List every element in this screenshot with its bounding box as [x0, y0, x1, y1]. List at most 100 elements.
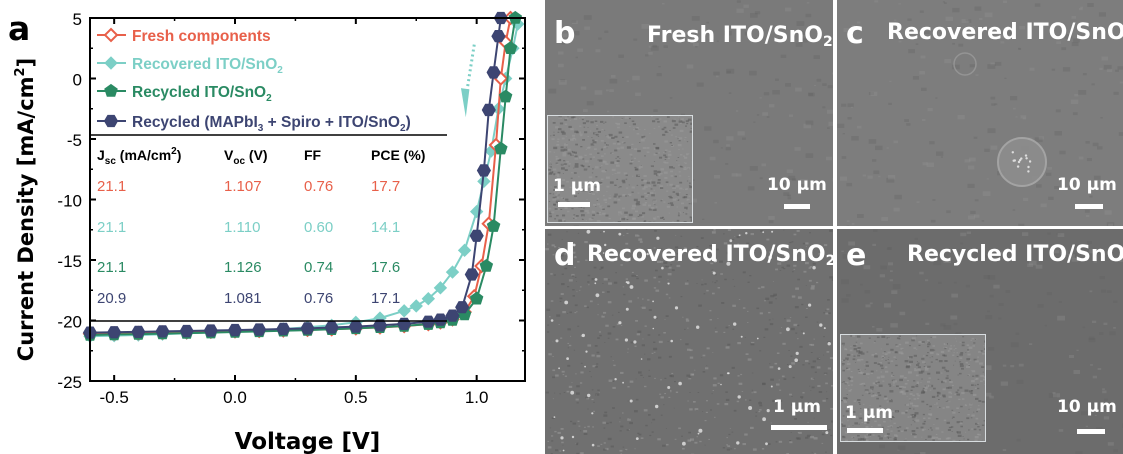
texture-grain — [552, 198, 557, 201]
texture-grain — [574, 304, 578, 307]
texture-grain — [750, 233, 754, 236]
texture-grain — [788, 114, 794, 117]
texture-grain — [669, 130, 671, 132]
texture-grain — [573, 225, 579, 226]
texture-grain — [579, 133, 583, 136]
texture-grain — [600, 178, 604, 181]
texture-grain — [864, 435, 867, 437]
texture-grain — [825, 309, 827, 311]
texture-grain — [960, 232, 967, 237]
texture-grain — [606, 291, 610, 293]
texture-grain — [983, 365, 992, 370]
texture-grain — [612, 174, 614, 175]
texture-grain — [648, 221, 652, 222]
texture-grain — [620, 453, 622, 454]
texture-grain — [843, 397, 847, 400]
texture-grain — [781, 327, 783, 328]
texture-grain — [1073, 38, 1080, 43]
texture-grain — [899, 386, 903, 388]
texture-grain — [759, 401, 761, 403]
data-point — [372, 319, 388, 332]
texture-grain — [974, 214, 980, 218]
texture-grain — [826, 109, 833, 114]
texture-grain — [591, 210, 596, 213]
texture-grain — [794, 306, 799, 309]
texture-grain — [685, 188, 687, 190]
texture-grain — [601, 148, 603, 150]
texture-grain — [968, 429, 970, 431]
texture-grain — [670, 134, 673, 136]
texture-grain — [567, 152, 571, 155]
texture-grain — [584, 160, 589, 163]
texture-grain — [669, 202, 674, 205]
texture-grain — [1046, 292, 1052, 296]
texture-grain — [683, 168, 687, 170]
texture-grain — [926, 162, 934, 167]
texture-particle — [652, 300, 654, 303]
texture-particle — [624, 338, 628, 342]
texture-grain — [913, 354, 917, 357]
texture-grain — [668, 196, 670, 198]
texture-grain — [795, 332, 798, 334]
texture-grain — [879, 274, 886, 278]
texture-grain — [625, 136, 629, 138]
texture-grain — [637, 330, 642, 333]
texture-grain — [797, 360, 800, 362]
texture-particle — [667, 282, 670, 285]
texture-grain — [935, 418, 939, 420]
texture-grain — [857, 434, 860, 437]
texture-grain — [986, 178, 989, 180]
texture-grain — [897, 449, 900, 451]
texture-bg — [841, 335, 985, 441]
texture-grain — [976, 422, 980, 425]
texture-grain — [570, 119, 572, 121]
texture-grain — [645, 195, 648, 197]
texture-grain — [763, 92, 770, 96]
texture-grain — [850, 345, 852, 347]
texture-grain — [687, 327, 689, 329]
texture-grain — [1044, 324, 1047, 327]
texture-grain — [736, 110, 739, 112]
texture-grain — [657, 260, 661, 263]
texture-grain — [891, 379, 894, 381]
texture-grain — [847, 103, 854, 108]
texture-grain — [728, 433, 731, 436]
texture-grain — [952, 416, 955, 418]
texture-grain — [691, 159, 692, 162]
texture-grain — [965, 362, 968, 364]
data-point — [409, 299, 423, 313]
texture-grain — [705, 411, 708, 413]
texture-grain — [617, 142, 621, 145]
texture-grain — [943, 419, 947, 422]
texture-grain — [599, 213, 602, 216]
texture-grain — [823, 244, 828, 247]
texture-grain — [687, 280, 689, 282]
table-cell: 0.76 — [304, 290, 333, 307]
texture-grain — [557, 187, 561, 190]
texture-grain — [696, 410, 698, 411]
data-point — [494, 141, 508, 155]
texture-grain — [851, 354, 854, 356]
texture-grain — [736, 236, 740, 239]
texture-grain — [575, 188, 577, 189]
sem-texture — [545, 229, 833, 454]
texture-grain — [876, 327, 883, 332]
texture-grain — [631, 156, 633, 158]
texture-grain — [709, 245, 712, 247]
texture-grain — [797, 296, 802, 299]
texture-grain — [791, 396, 793, 397]
texture-grain — [919, 452, 926, 454]
texture-particle — [1016, 165, 1020, 168]
texture-grain — [613, 195, 617, 198]
texture-grain — [919, 271, 924, 275]
texture-grain — [968, 390, 973, 393]
texture-grain — [796, 230, 800, 232]
texture-grain — [761, 163, 766, 167]
texture-grain — [894, 441, 896, 442]
texture-grain — [723, 242, 728, 245]
texture-grain — [805, 261, 809, 265]
texture-grain — [822, 83, 827, 86]
texture-grain — [571, 172, 573, 174]
texture-grain — [559, 188, 564, 191]
texture-grain — [988, 347, 995, 351]
